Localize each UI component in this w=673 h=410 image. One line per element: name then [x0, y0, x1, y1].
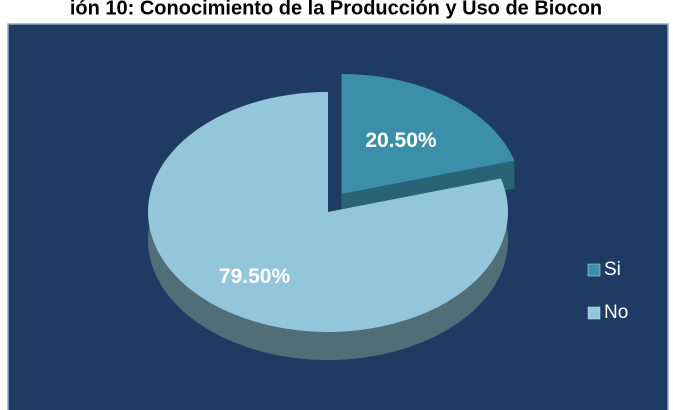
legend: Si No [587, 259, 628, 323]
legend-swatch [587, 306, 601, 320]
legend-label: No [604, 302, 628, 323]
legend-swatch [587, 263, 601, 277]
slice [341, 74, 515, 195]
data-label: 79.50% [219, 265, 291, 288]
legend-label: Si [604, 259, 621, 280]
pie: 20.50% 79.50% [148, 74, 515, 360]
data-label: 20.50% [365, 129, 437, 152]
chart-title: ión 10: Conocimiento de la Producción y … [70, 0, 602, 19]
slice [148, 92, 508, 332]
